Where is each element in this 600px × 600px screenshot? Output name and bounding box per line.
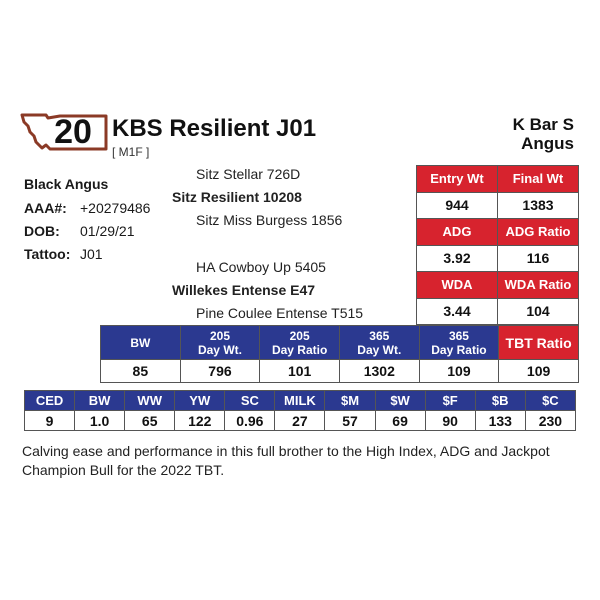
registration-code: [ M1F ] bbox=[112, 145, 150, 159]
aaa-label: AAA#: bbox=[24, 200, 67, 216]
bw-value: 85 bbox=[100, 359, 181, 383]
epd-value-milk: 27 bbox=[274, 410, 326, 431]
epd-value-w: 69 bbox=[374, 410, 426, 431]
final-wt-header: Final Wt bbox=[497, 165, 579, 193]
epd-header-b: $B bbox=[474, 390, 526, 411]
epd-value-yw: 122 bbox=[174, 410, 226, 431]
dob-row: DOB: 01/29/21 bbox=[24, 223, 135, 239]
epd-header-bw: BW bbox=[74, 390, 126, 411]
pedigree-sire-sire: Sitz Stellar 726D bbox=[196, 166, 301, 182]
epd-header-ced: CED bbox=[23, 390, 76, 411]
365-day-ratio-value: 109 bbox=[418, 359, 500, 383]
epd-value-sc: 0.96 bbox=[224, 410, 276, 431]
adg-ratio-header: ADG Ratio bbox=[497, 218, 579, 246]
epd-value-c: 230 bbox=[524, 410, 577, 431]
state-outline-icon bbox=[20, 113, 108, 151]
epd-header-f: $F bbox=[424, 390, 476, 411]
epd-header-milk: MILK bbox=[274, 390, 326, 411]
205-day-ratio-value: 101 bbox=[259, 359, 340, 383]
epd-header-m: $M bbox=[324, 390, 376, 411]
weights-header-205-ratio-line2: Day Ratio bbox=[271, 342, 328, 357]
weights-header-bw: BW bbox=[100, 325, 181, 360]
epd-header-sc: SC bbox=[224, 390, 276, 411]
performance-table: Entry Wt Final Wt 944 1383 ADG ADG Ratio… bbox=[416, 165, 579, 325]
adg-value: 3.92 bbox=[416, 244, 498, 272]
bull-name: KBS Resilient J01 bbox=[112, 115, 317, 142]
adg-ratio-value: 116 bbox=[497, 244, 579, 272]
entry-wt-value: 944 bbox=[416, 191, 498, 219]
ranch-name: K Bar S Angus bbox=[513, 115, 574, 153]
weights-header-205-wt-line1: 205 bbox=[209, 328, 230, 343]
epd-header-yw: YW bbox=[174, 390, 226, 411]
dob-value: 01/29/21 bbox=[80, 223, 135, 239]
weights-header-205-ratio: 205 Day Ratio bbox=[259, 325, 340, 360]
epd-header-ww: WW bbox=[124, 390, 176, 411]
tattoo-value: J01 bbox=[80, 246, 103, 262]
weights-header-365-wt-line2: Day Wt. bbox=[357, 342, 402, 357]
weights-header-205-ratio-line1: 205 bbox=[289, 328, 310, 343]
epd-value-b: 133 bbox=[474, 410, 526, 431]
adg-header: ADG bbox=[416, 218, 498, 246]
pedigree-dam: Willekes Entense E47 bbox=[172, 282, 316, 298]
epd-value-ced: 9 bbox=[23, 410, 76, 431]
pedigree-dam-dam: Pine Coulee Entense T515 bbox=[196, 305, 364, 321]
wda-ratio-header: WDA Ratio bbox=[497, 271, 579, 299]
wda-value: 3.44 bbox=[416, 297, 498, 325]
205-day-wt-value: 796 bbox=[179, 359, 261, 383]
epd-value-f: 90 bbox=[424, 410, 476, 431]
tbt-ratio-header: TBT Ratio bbox=[498, 325, 579, 360]
weights-header-205-wt-line2: Day Wt. bbox=[197, 342, 242, 357]
epd-header-w: $W bbox=[374, 390, 426, 411]
weights-header-205-wt: 205 Day Wt. bbox=[179, 325, 261, 360]
ranch-name-line2: Angus bbox=[521, 134, 574, 153]
epd-header-c: $C bbox=[524, 390, 577, 411]
pedigree-sire-dam: Sitz Miss Burgess 1856 bbox=[196, 212, 343, 228]
weights-header-365-wt: 365 Day Wt. bbox=[338, 325, 420, 360]
tattoo-label: Tattoo: bbox=[24, 246, 71, 262]
lot-number: 20 bbox=[54, 113, 92, 151]
pedigree-sire: Sitz Resilient 10208 bbox=[172, 189, 302, 205]
weights-header-365-ratio: 365 Day Ratio bbox=[418, 325, 500, 360]
epd-value-bw: 1.0 bbox=[74, 410, 126, 431]
wda-header: WDA bbox=[416, 271, 498, 299]
wda-ratio-value: 104 bbox=[497, 297, 579, 325]
epd-value-ww: 65 bbox=[124, 410, 176, 431]
description: Calving ease and performance in this ful… bbox=[22, 443, 550, 478]
lot-badge: 20 bbox=[20, 112, 108, 152]
weights-header-bw-line1: BW bbox=[130, 335, 151, 350]
weights-table: BW 205 Day Wt. 205 Day Ratio 365 Day Wt. 36… bbox=[100, 325, 579, 383]
final-wt-value: 1383 bbox=[497, 191, 579, 219]
breed: Black Angus bbox=[24, 176, 109, 192]
ranch-name-line1: K Bar S bbox=[512, 115, 574, 134]
365-day-wt-value: 1302 bbox=[338, 359, 420, 383]
aaa-value: +20279486 bbox=[80, 200, 151, 216]
pedigree-dam-sire: HA Cowboy Up 5405 bbox=[196, 259, 326, 275]
tattoo-row: Tattoo: J01 bbox=[24, 246, 103, 262]
weights-header-365-wt-line1: 365 bbox=[369, 328, 390, 343]
weights-header-365-ratio-line2: Day Ratio bbox=[431, 342, 487, 357]
epd-table: CED BW WW YW SC MILK $M $W $F $B $C 9 1.… bbox=[23, 390, 577, 431]
entry-wt-header: Entry Wt bbox=[416, 165, 498, 193]
aaa-row: AAA#: +20279486 bbox=[24, 200, 150, 216]
tbt-ratio-value: 109 bbox=[498, 359, 579, 383]
dob-label: DOB: bbox=[24, 223, 60, 239]
epd-value-m: 57 bbox=[324, 410, 376, 431]
weights-header-365-ratio-line1: 365 bbox=[448, 328, 469, 343]
